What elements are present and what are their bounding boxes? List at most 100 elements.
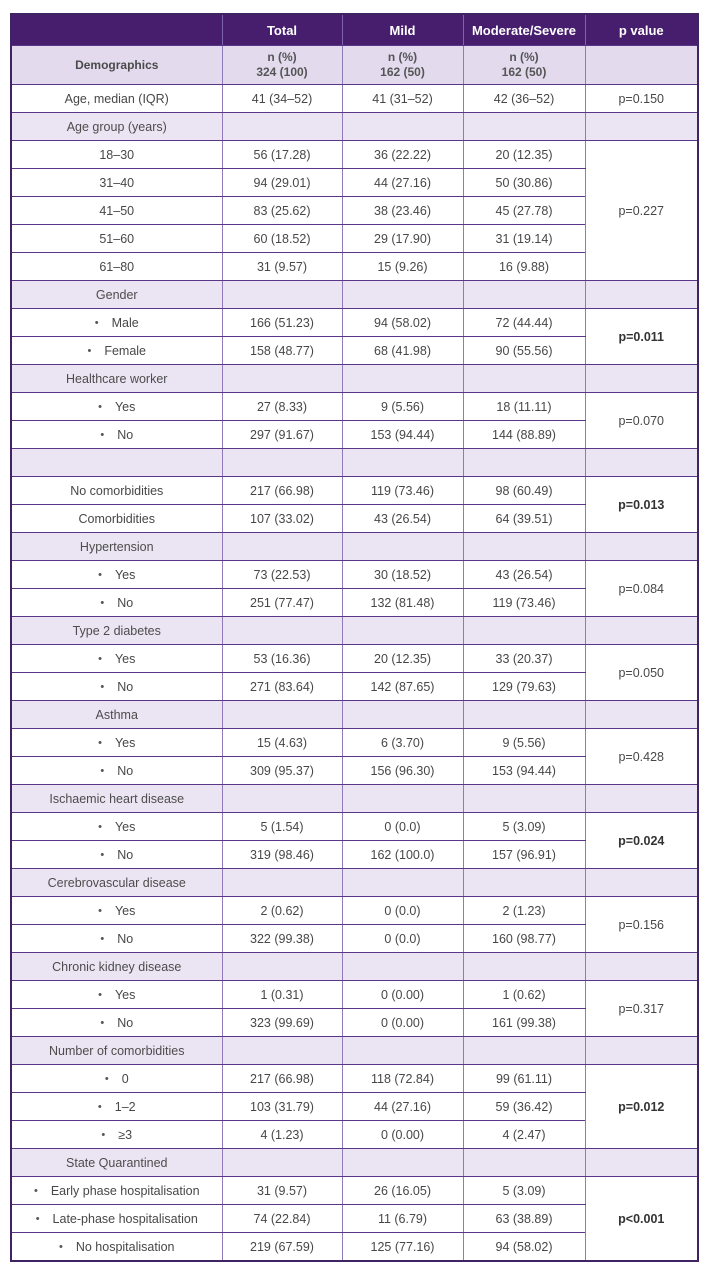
section-row: Cerebrovascular disease (10, 868, 699, 897)
section-label-cell: Cerebrovascular disease (10, 868, 223, 897)
value-cell: 60 (18.52) (221, 224, 343, 253)
bullet-icon: • (97, 1100, 102, 1113)
value-cell: 0 (0.00) (341, 1008, 464, 1037)
p-empty-cell (584, 1148, 699, 1177)
row-label-cell: Age, median (IQR) (10, 84, 223, 113)
table-row: • Yes 15 (4.63) 6 (3.70) 9 (5.56) p=0.428 (10, 728, 699, 785)
value-cell (341, 868, 464, 897)
p-empty-cell (584, 868, 699, 897)
bullet-icon: • (98, 820, 102, 833)
row-label: No (117, 763, 134, 778)
value-cell: 56 (17.28) (221, 140, 343, 169)
value-cell (462, 112, 586, 141)
row-label: Male (111, 315, 139, 330)
value-cell: 36 (22.22) (341, 140, 464, 169)
row-label-cell: • ≥3 (10, 1120, 223, 1149)
row-label: Female (104, 343, 147, 358)
value-cell (341, 1036, 464, 1065)
value-cell: 63 (38.89) (462, 1204, 586, 1233)
table-row: • Yes 53 (16.36) 20 (12.35) 33 (20.37) p=0.05… (10, 644, 699, 701)
value-cell: 41 (34–52) (221, 84, 343, 113)
section-row: Healthcare worker (10, 364, 699, 393)
section-row: State Quarantined (10, 1148, 699, 1177)
value-cell: 41 (31–52) (341, 84, 464, 113)
value-cell: 119 (73.46) (462, 588, 586, 617)
value-cell: 0 (0.00) (341, 1120, 464, 1149)
row-label-cell: • Male (10, 308, 223, 337)
p-value-cell: p=0.084 (584, 560, 699, 617)
bullet-icon: • (98, 988, 102, 1001)
section-label-cell: Age group (years) (10, 112, 223, 141)
value-cell: 31 (9.57) (221, 1176, 343, 1205)
table-row: • Early phase hospitalisation 31 (9.57) 26 … (10, 1176, 699, 1262)
value-cell: 53 (16.36) (221, 644, 343, 673)
table-row: • No 322 (99.38) 0 (0.0) 160 (98.77) (10, 924, 698, 953)
p-value-cell: p=0.227 (584, 140, 699, 281)
value-cell: 1 (0.62) (462, 980, 586, 1009)
value-cell: 251 (77.47) (221, 588, 343, 617)
table-row: • Yes 5 (1.54) 0 (0.0) 5 (3.09) p=0.024 (10, 812, 699, 869)
value-cell (221, 1036, 343, 1065)
row-label-cell: 18–30 (10, 140, 223, 169)
table-row: • 0 217 (66.98) 118 (72.84) 99 (61.11) p=0.01… (10, 1064, 699, 1149)
row-label-cell: 31–40 (10, 168, 223, 197)
value-cell: 6 (3.70) (341, 728, 464, 757)
p-empty-cell (584, 364, 699, 393)
value-cell: 29 (17.90) (341, 224, 464, 253)
value-cell (221, 952, 343, 981)
column-header-p-value: p value (584, 14, 698, 46)
value-cell: 90 (55.56) (462, 336, 586, 365)
value-cell: 44 (27.16) (341, 1092, 464, 1121)
table-row: • No 297 (91.67) 153 (94.44) 144 (88.89) (10, 420, 698, 449)
table-row: • Male 166 (51.23) 94 (58.02) 72 (44.44) p=0.… (10, 308, 699, 365)
table-row: • No 251 (77.47) 132 (81.48) 119 (73.46) (10, 588, 698, 617)
bullet-icon: • (100, 932, 105, 945)
row-label: 0 (121, 1071, 129, 1086)
bullet-icon: • (98, 400, 102, 413)
value-cell: 4 (2.47) (462, 1120, 586, 1149)
value-cell: 1 (0.31) (221, 980, 343, 1009)
value-cell: 72 (44.44) (462, 308, 586, 337)
row-label: No hospitalisation (75, 1239, 175, 1254)
value-cell: 30 (18.52) (341, 560, 464, 589)
subheader-p-empty-cell (584, 45, 699, 85)
row-label: Yes (114, 399, 136, 414)
p-value-cell: p=0.428 (584, 728, 699, 785)
row-label: No (117, 931, 134, 946)
bullet-icon: • (98, 652, 102, 665)
value-cell (341, 448, 464, 477)
value-cell: 83 (25.62) (221, 196, 343, 225)
row-label-cell: • No (10, 1008, 223, 1037)
value-cell: 94 (58.02) (462, 1232, 586, 1262)
p-empty-cell (584, 616, 699, 645)
row-label-cell: • No (10, 672, 223, 701)
value-cell: 103 (31.79) (221, 1092, 343, 1121)
table-row: • 1–2 103 (31.79) 44 (27.16) 59 (36.42) (10, 1092, 698, 1121)
value-cell (341, 364, 464, 393)
p-empty-cell (584, 784, 699, 813)
value-cell (462, 532, 586, 561)
value-cell: 15 (9.26) (341, 252, 464, 281)
column-header-mild: Mild (341, 14, 464, 46)
row-label-cell: No comorbidities (10, 476, 223, 505)
subheader-moderate-severe-n: n (%) 162 (50) (462, 45, 586, 85)
value-cell: 9 (5.56) (462, 728, 586, 757)
value-cell: 0 (0.0) (341, 924, 464, 953)
bullet-icon: • (100, 764, 105, 777)
value-cell: 94 (58.02) (341, 308, 464, 337)
value-cell (341, 784, 464, 813)
section-label-cell: Type 2 diabetes (10, 616, 223, 645)
corner-cell (11, 14, 223, 46)
value-cell: 118 (72.84) (341, 1064, 464, 1093)
p-empty-cell (584, 700, 699, 729)
row-label-cell: • No (10, 588, 223, 617)
value-cell (221, 1148, 343, 1177)
value-cell: 74 (22.84) (221, 1204, 343, 1233)
table-row: 51–60 60 (18.52) 29 (17.90) 31 (19.14) (10, 224, 698, 253)
bullet-icon: • (98, 736, 102, 749)
row-label-cell: • No (10, 756, 223, 785)
bullet-icon: • (87, 344, 92, 357)
bullet-icon: • (104, 1072, 109, 1085)
row-label-cell: • Yes (10, 644, 223, 673)
p-value-cell: p<0.001 (584, 1176, 699, 1262)
